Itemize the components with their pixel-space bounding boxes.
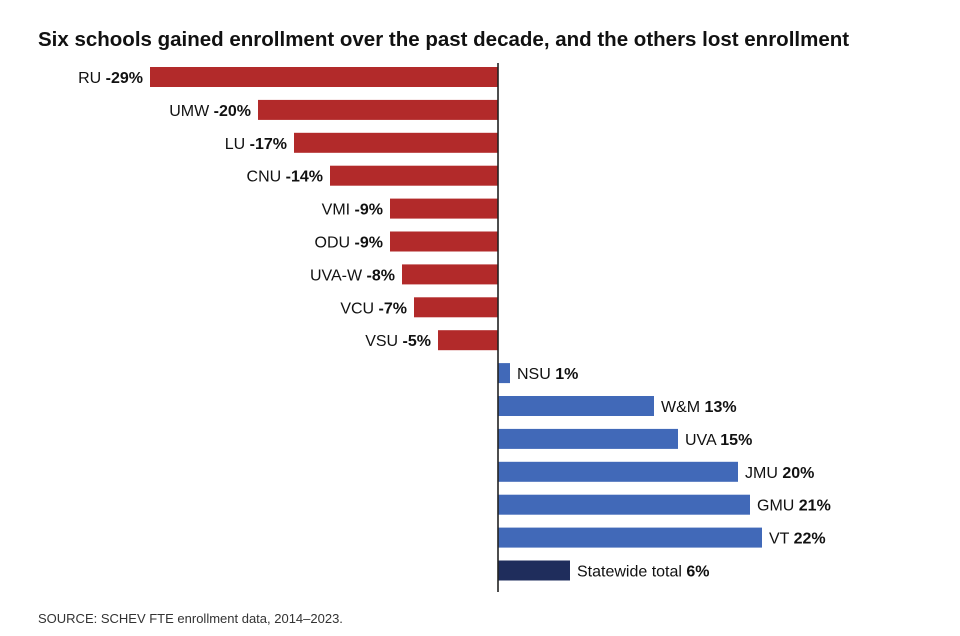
category-label-odu: ODU (315, 235, 355, 252)
label-vsu: VSU -5% (365, 333, 431, 350)
label-odu: ODU -9% (315, 235, 383, 252)
label-statewide-total: Statewide total 6% (577, 564, 710, 581)
value-label-umw: -20% (214, 103, 251, 120)
category-label-cnu: CNU (247, 169, 286, 186)
bar-nsu (498, 363, 510, 384)
bar-vsu (438, 330, 498, 351)
category-label-jmu: JMU (745, 465, 782, 482)
label-cnu: CNU -14% (247, 169, 323, 186)
bar-lu (294, 132, 498, 153)
value-label-lu: -17% (250, 136, 287, 153)
value-label-vcu: -7% (379, 300, 407, 317)
bar-vmi (390, 198, 498, 219)
value-label-uva: 15% (720, 432, 752, 449)
bar-umw (258, 99, 498, 120)
bar-ru (150, 67, 498, 87)
label-vmi: VMI -9% (322, 202, 383, 219)
label-ru: RU -29% (78, 70, 143, 87)
bar-vt (498, 527, 762, 548)
category-label-vt: VT (769, 531, 794, 548)
bar-uva (498, 428, 678, 449)
bar-statewide-total (498, 560, 570, 581)
category-label-uva-w: UVA-W (310, 267, 367, 284)
label-lu: LU -17% (225, 136, 287, 153)
category-label-vsu: VSU (365, 333, 402, 350)
value-label-gmu: 21% (799, 498, 831, 515)
label-nsu: NSU 1% (517, 366, 578, 383)
value-label-nsu: 1% (555, 366, 578, 383)
value-label-odu: -9% (355, 235, 383, 252)
label-vcu: VCU -7% (340, 300, 407, 317)
bar-jmu (498, 461, 738, 482)
bar-uva-w (402, 264, 498, 285)
labels-group: RU -29%UMW -20%LU -17%CNU -14%VMI -9%ODU… (78, 70, 831, 581)
source-note: SOURCE: SCHEV FTE enrollment data, 2014–… (38, 611, 343, 626)
label-uva: UVA 15% (685, 432, 752, 449)
bar-gmu (498, 494, 750, 515)
label-jmu: JMU 20% (745, 465, 814, 482)
bar-odu (390, 231, 498, 252)
value-label-w-m: 13% (705, 399, 737, 416)
category-label-vmi: VMI (322, 202, 355, 219)
category-label-w-m: W&M (661, 399, 705, 416)
bar-cnu (330, 165, 498, 186)
category-label-statewide-total: Statewide total (577, 564, 686, 581)
label-uva-w: UVA-W -8% (310, 267, 395, 284)
chart-title: Six schools gained enrollment over the p… (38, 28, 850, 51)
value-label-statewide-total: 6% (686, 564, 709, 581)
category-label-gmu: GMU (757, 498, 799, 515)
value-label-uva-w: -8% (367, 267, 395, 284)
category-label-nsu: NSU (517, 366, 555, 383)
label-gmu: GMU 21% (757, 498, 831, 515)
category-label-ru: RU (78, 70, 106, 87)
label-umw: UMW -20% (169, 103, 251, 120)
value-label-vt: 22% (794, 531, 826, 548)
label-vt: VT 22% (769, 531, 826, 548)
category-label-umw: UMW (169, 103, 213, 120)
category-label-uva: UVA (685, 432, 720, 449)
bars-group (150, 67, 762, 581)
label-w-m: W&M 13% (661, 399, 737, 416)
bar-w-m (498, 396, 654, 416)
value-label-ru: -29% (106, 70, 143, 87)
category-label-vcu: VCU (340, 300, 378, 317)
bar-vcu (414, 297, 498, 318)
category-label-lu: LU (225, 136, 250, 153)
value-label-cnu: -14% (286, 169, 323, 186)
value-label-vsu: -5% (403, 333, 431, 350)
value-label-vmi: -9% (355, 202, 383, 219)
value-label-jmu: 20% (782, 465, 814, 482)
